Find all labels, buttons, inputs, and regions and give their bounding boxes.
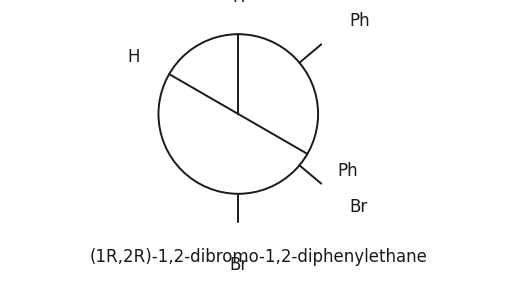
Text: Ph: Ph — [337, 162, 357, 180]
Text: Br: Br — [350, 198, 368, 216]
Text: H: H — [232, 0, 244, 6]
Text: Br: Br — [229, 256, 248, 274]
Text: Ph: Ph — [350, 12, 370, 30]
Text: (1R,2R)-1,2-dibromo-1,2-diphenylethane: (1R,2R)-1,2-dibromo-1,2-diphenylethane — [90, 247, 428, 266]
Text: H: H — [127, 48, 139, 66]
